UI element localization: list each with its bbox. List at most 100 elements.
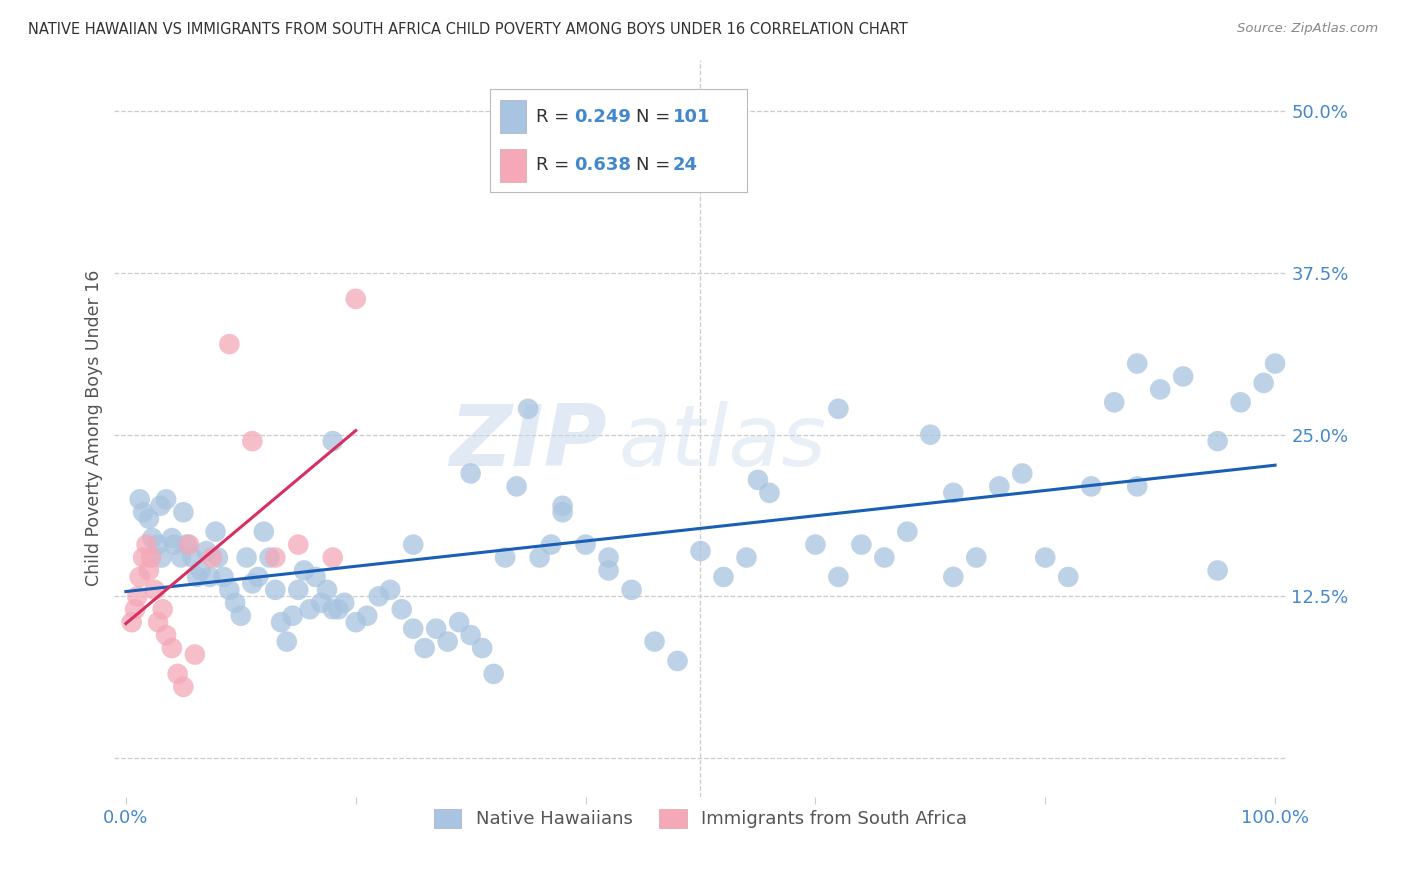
Point [160,641,183,656]
Point [128,492,150,507]
Point [425,622,447,636]
Point [240,434,263,449]
Point [259,550,281,565]
Point [132,505,155,519]
Point [1264,357,1286,371]
Text: atlas: atlas [619,401,827,484]
Point [316,582,339,597]
Point [1206,434,1229,449]
Point [124,602,146,616]
Point [204,524,226,539]
Point [517,401,540,416]
Point [176,538,198,552]
Point [195,544,218,558]
Point [574,538,596,552]
Point [620,582,643,597]
Point [367,590,389,604]
Point [356,608,378,623]
Point [132,550,155,565]
Point [598,550,620,565]
Point [1253,376,1275,390]
Point [598,564,620,578]
Point [402,538,425,552]
Point [184,648,207,662]
Point [942,486,965,500]
Point [198,570,221,584]
Legend: Native Hawaiians, Immigrants from South Africa: Native Hawaiians, Immigrants from South … [427,802,974,836]
Point [1057,570,1080,584]
Point [121,615,143,630]
Point [322,550,344,565]
Point [1033,550,1056,565]
Point [201,550,224,565]
Point [163,538,186,552]
Y-axis label: Child Poverty Among Boys Under 16: Child Poverty Among Boys Under 16 [86,270,103,586]
Point [247,570,270,584]
Point [471,641,494,656]
Point [155,492,177,507]
Point [482,667,505,681]
Point [988,479,1011,493]
Point [494,550,516,565]
Point [758,486,780,500]
Point [212,570,235,584]
Point [138,512,160,526]
Point [141,550,163,565]
Point [264,582,287,597]
Point [551,499,574,513]
Point [146,538,169,552]
Point [172,680,194,694]
Point [540,538,562,552]
Point [160,531,183,545]
Point [413,641,436,656]
Point [333,596,356,610]
Point [127,590,149,604]
Point [218,337,240,351]
Text: ZIP: ZIP [449,401,607,484]
Point [1011,467,1033,481]
Point [965,550,987,565]
Point [128,570,150,584]
Point [170,550,193,565]
Point [235,550,257,565]
Point [146,615,169,630]
Point [292,564,315,578]
Point [851,538,873,552]
Point [1229,395,1251,409]
Point [1080,479,1102,493]
Point [1173,369,1195,384]
Point [143,582,166,597]
Point [735,550,758,565]
Point [380,582,402,597]
Point [186,570,208,584]
Point [449,615,471,630]
Point [150,550,173,565]
Point [253,524,276,539]
Point [322,602,344,616]
Point [1126,357,1149,371]
Text: Source: ZipAtlas.com: Source: ZipAtlas.com [1237,22,1378,36]
Point [138,564,160,578]
Point [529,550,551,565]
Point [460,628,482,642]
Point [322,434,344,449]
Point [166,667,188,681]
Point [172,505,194,519]
Point [135,538,157,552]
Point [281,608,304,623]
Point [1149,383,1171,397]
Point [328,602,350,616]
Point [344,615,367,630]
Point [224,596,246,610]
Point [181,550,204,565]
Point [152,602,174,616]
Text: NATIVE HAWAIIAN VS IMMIGRANTS FROM SOUTH AFRICA CHILD POVERTY AMONG BOYS UNDER 1: NATIVE HAWAIIAN VS IMMIGRANTS FROM SOUTH… [28,22,908,37]
Point [207,550,229,565]
Point [644,634,666,648]
Point [391,602,413,616]
Point [1206,564,1229,578]
Point [304,570,326,584]
Point [309,596,332,610]
Point [942,570,965,584]
Point [218,582,240,597]
